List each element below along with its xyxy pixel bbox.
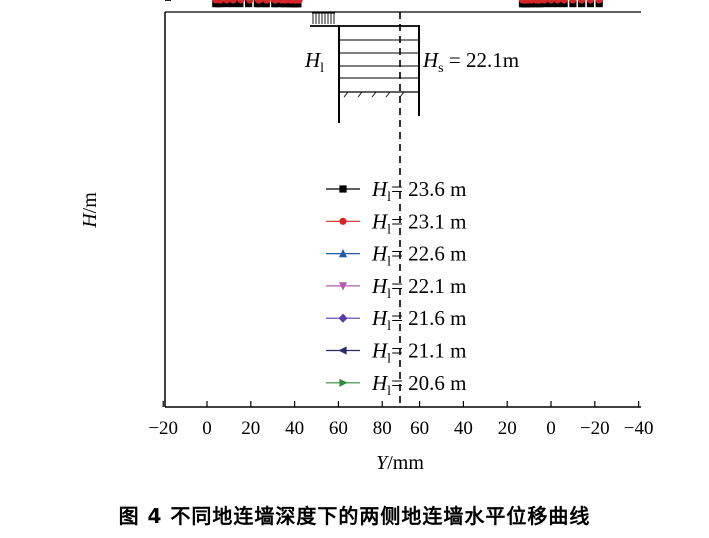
y-tick-label: −20: [123, 0, 153, 5]
data-point: [540, 0, 549, 8]
legend-label: Hl= 23.1 m: [371, 209, 467, 237]
data-point: [586, 0, 595, 8]
hatch-line: [371, 91, 377, 98]
data-point: [223, 0, 231, 8]
data-point: [236, 0, 244, 8]
y-tick-label: −10: [123, 0, 153, 5]
legend-item: Hl= 20.6 m: [326, 371, 467, 399]
data-point: [595, 0, 603, 8]
data-point: [578, 0, 586, 4]
data-point: [339, 185, 347, 193]
legend-label: Hl= 22.6 m: [371, 242, 467, 270]
data-point: [595, 0, 603, 4]
figure-caption: 图 4 不同地连墙深度下的两侧地连墙水平位移曲线: [118, 504, 591, 528]
data-point: [280, 0, 288, 8]
legend-label: Hl= 20.6 m: [371, 371, 467, 399]
legend-item: Hl= 21.6 m: [326, 306, 467, 334]
data-point: [586, 0, 595, 4]
inset-label-hs: Hs = 22.1m: [422, 48, 519, 76]
legend-label: Hl= 21.6 m: [371, 306, 467, 334]
data-point: [553, 0, 562, 8]
data-point: [339, 217, 347, 225]
data-point: [569, 0, 577, 4]
x-tick-label: −20: [580, 418, 610, 439]
hatch-line: [357, 91, 363, 98]
data-point: [338, 249, 348, 258]
legend-item: Hl= 22.1 m: [326, 274, 467, 302]
x-tick-label: −20: [148, 418, 178, 439]
data-point: [281, 0, 289, 4]
excavation-inset: Hl Hs = 22.1m: [304, 12, 519, 123]
legend-item: Hl= 23.6 m: [326, 177, 467, 205]
x-tick-label: 40: [285, 418, 304, 439]
data-point: [246, 0, 254, 4]
legend-label: Hl= 23.6 m: [371, 177, 467, 205]
legend-item: Hl= 23.1 m: [326, 209, 467, 237]
x-tick-label: 40: [454, 418, 473, 439]
y-tick-label: −5: [133, 0, 153, 5]
x-tick-label: 80: [373, 418, 392, 439]
x-tick-label: 0: [546, 418, 556, 439]
series-2: [212, 0, 603, 4]
data-point: [338, 313, 348, 323]
data-point: [214, 0, 222, 8]
x-tick-label: −40: [624, 418, 654, 439]
inset-label-hl: Hl: [304, 48, 324, 76]
legend-label: Hl= 21.1 m: [371, 339, 467, 367]
data-point: [578, 0, 586, 8]
legend: Hl= 23.6 m Hl= 23.1 m Hl= 22.6 m Hl= 22.1 m…: [326, 177, 467, 399]
legend-label: Hl= 22.1 m: [371, 274, 467, 302]
data-point: [237, 0, 245, 4]
series-group: [212, 0, 603, 8]
y-tick-label: 0: [144, 0, 154, 5]
data-point: [547, 0, 555, 4]
data-point: [339, 378, 348, 387]
data-point: [338, 282, 348, 291]
data-point: [527, 0, 535, 8]
data-point: [287, 0, 295, 4]
hatch-line: [343, 91, 349, 98]
data-point: [553, 0, 562, 4]
x-tick-label: 60: [329, 418, 348, 439]
hatch-line: [399, 91, 405, 98]
y-axis-label: H/m: [79, 192, 101, 229]
data-point: [536, 0, 544, 8]
data-point: [223, 0, 231, 4]
data-point: [272, 0, 280, 4]
data-point: [523, 0, 531, 8]
data-point: [536, 0, 544, 4]
data-point: [338, 346, 347, 355]
x-tick-label: 20: [241, 418, 260, 439]
axes: 0−5−10−15−20−25−200204060806040200−20−40…: [79, 0, 653, 474]
legend-item: Hl= 21.1 m: [326, 339, 467, 367]
data-point: [560, 0, 568, 4]
data-point: [229, 0, 237, 4]
data-point: [212, 0, 220, 4]
x-axis-label: Y/mm: [376, 452, 424, 474]
legend-item: Hl= 22.6 m: [326, 242, 467, 270]
data-point: [263, 0, 271, 4]
x-tick-label: 20: [498, 418, 517, 439]
x-tick-label: 60: [410, 418, 429, 439]
x-tick-label: 0: [202, 418, 212, 439]
data-point: [245, 0, 253, 8]
y-tick-label: −15: [123, 0, 153, 5]
y-tick-label: −25: [123, 0, 153, 5]
data-point: [291, 0, 299, 8]
data-point: [254, 0, 263, 4]
displacement-chart: 0−5−10−15−20−25−200204060806040200−20−40…: [79, 0, 653, 474]
data-point: [253, 0, 261, 8]
hatch-line: [385, 91, 391, 98]
